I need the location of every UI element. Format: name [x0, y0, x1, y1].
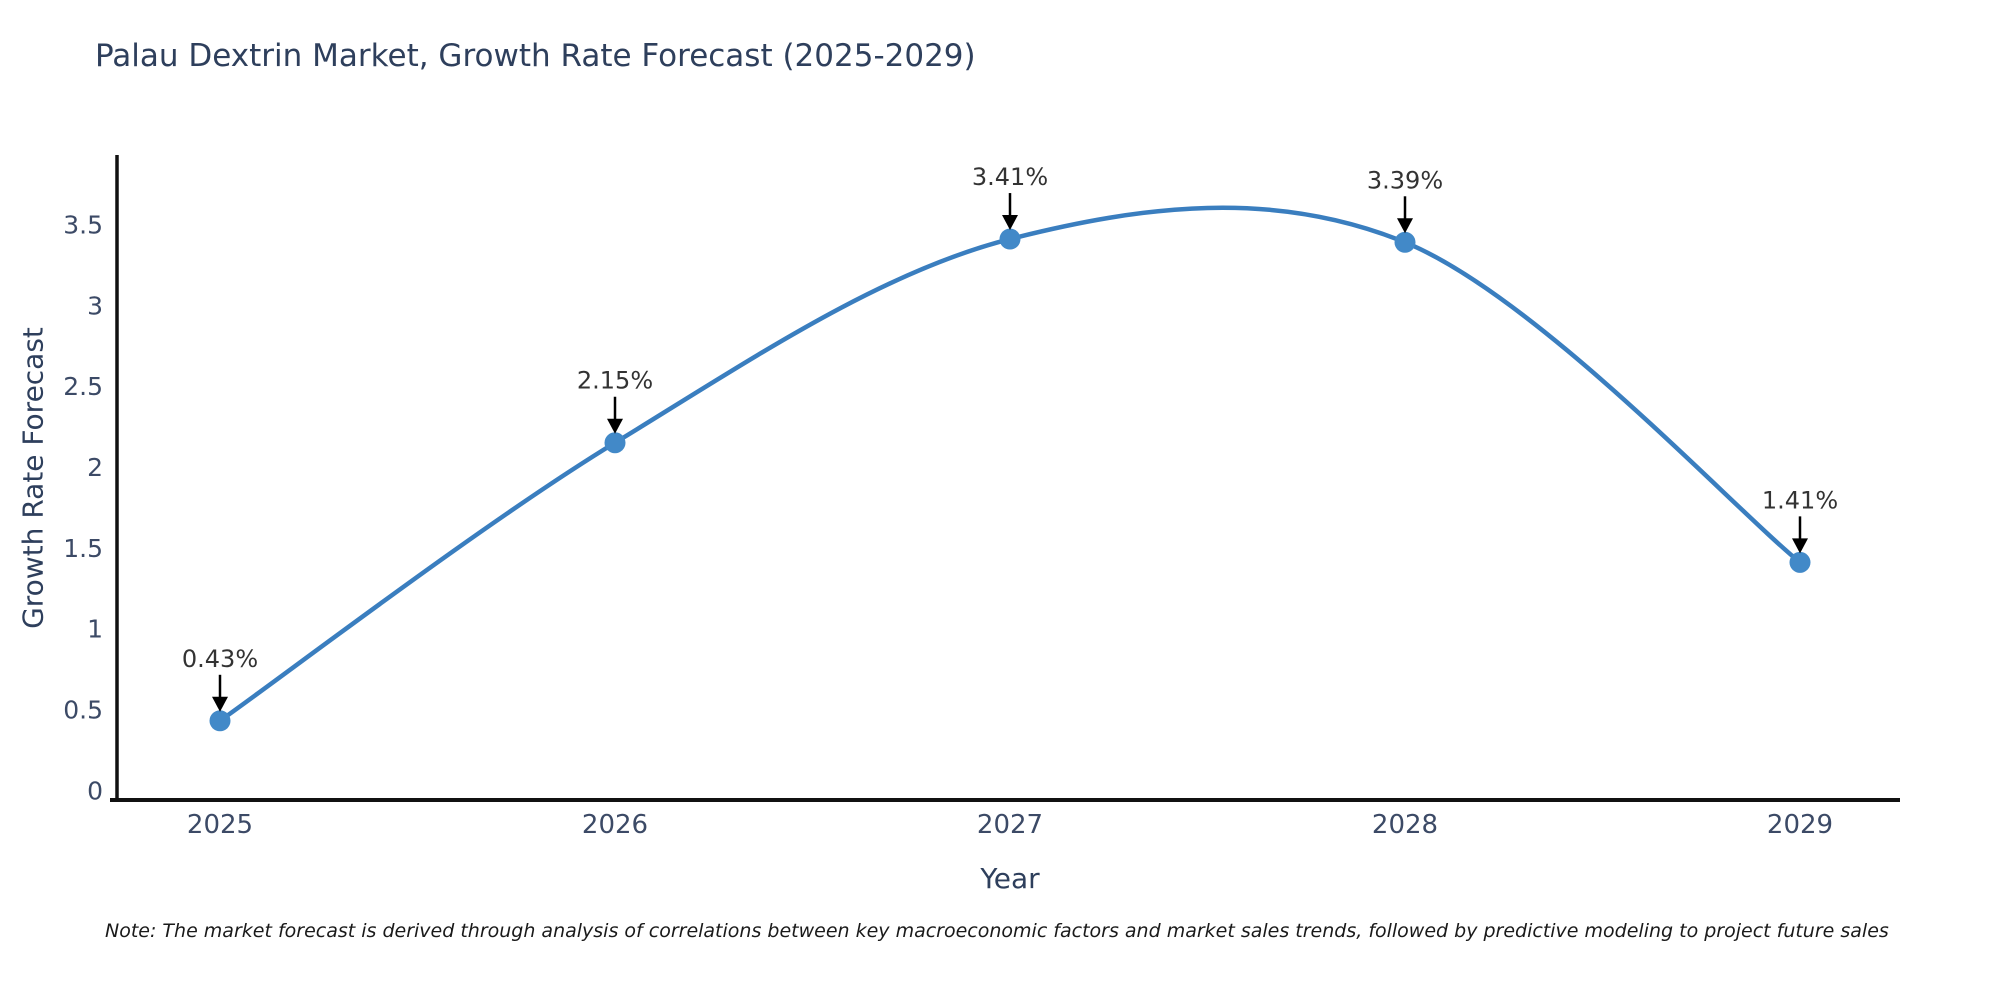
- data-point-marker[interactable]: [209, 710, 231, 732]
- y-axis-title: Growth Rate Forecast: [16, 327, 50, 629]
- y-tick-label: 2: [87, 453, 103, 482]
- data-point-label: 3.41%: [972, 163, 1048, 191]
- x-tick-label: 2026: [582, 810, 648, 840]
- x-tick-label: 2028: [1372, 810, 1438, 840]
- data-point-label: 3.39%: [1367, 166, 1443, 194]
- y-tick-label: 0.5: [63, 695, 103, 724]
- y-tick-label: 2.5: [63, 372, 103, 401]
- data-point-label: 1.41%: [1762, 486, 1838, 514]
- data-point-marker[interactable]: [999, 228, 1021, 250]
- x-tick-label: 2029: [1767, 810, 1833, 840]
- annotation-arrow-head: [1002, 215, 1018, 231]
- footnote: Note: The market forecast is derived thr…: [105, 920, 1889, 942]
- x-axis-title: Year: [980, 862, 1040, 895]
- y-tick-label: 1: [87, 615, 103, 644]
- series-line: [217, 205, 1803, 724]
- annotation-arrow-head: [1792, 538, 1808, 554]
- data-point-marker[interactable]: [1394, 231, 1416, 253]
- data-point-marker[interactable]: [604, 432, 626, 454]
- x-tick-label: 2027: [977, 810, 1043, 840]
- annotation-arrow-head: [1397, 218, 1413, 234]
- data-point-label: 2.15%: [577, 367, 653, 395]
- y-tick-label: 0: [87, 776, 103, 805]
- x-tick-label: 2025: [187, 810, 253, 840]
- chart-title: Palau Dextrin Market, Growth Rate Foreca…: [95, 38, 976, 74]
- y-tick-label: 1.5: [63, 534, 103, 563]
- data-point-marker[interactable]: [1789, 551, 1811, 573]
- y-tick-label: 3: [87, 291, 103, 320]
- data-point-label: 0.43%: [182, 645, 258, 673]
- annotation-arrow-head: [212, 696, 228, 712]
- y-tick-label: 3.5: [63, 211, 103, 240]
- annotation-arrow-head: [607, 418, 623, 434]
